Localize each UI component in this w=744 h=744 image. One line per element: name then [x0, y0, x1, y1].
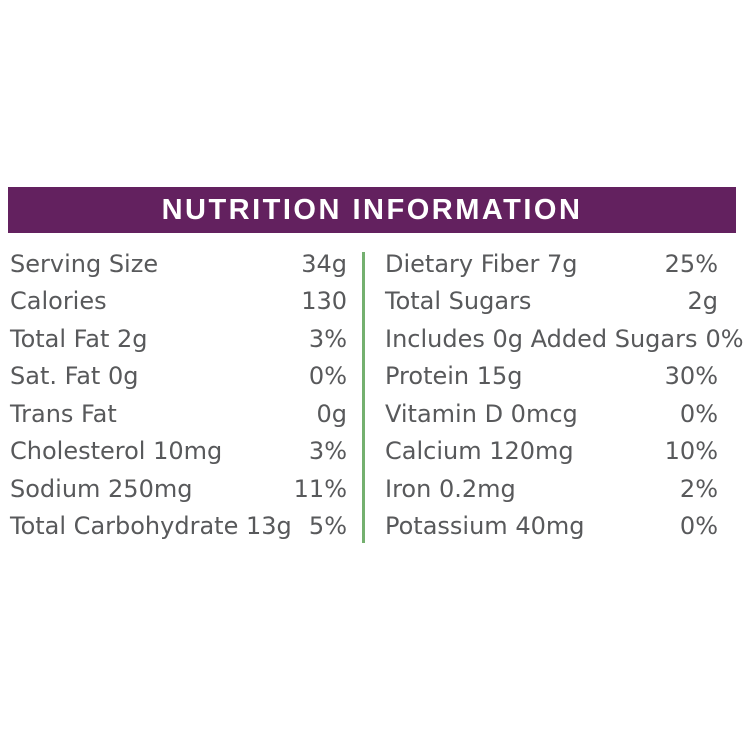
table-row: Cholesterol 10mg 3% [10, 433, 347, 471]
table-row: Total Carbohydrate 13g 5% [10, 508, 347, 546]
nutrient-value: 2% [679, 474, 718, 503]
column-divider [362, 252, 365, 543]
table-row: Potassium 40mg 0% [385, 508, 718, 546]
nutrient-label: Trans Fat [10, 399, 117, 428]
nutrient-label: Vitamin D 0mcg [385, 399, 578, 428]
table-row: Iron 0.2mg 2% [385, 470, 718, 508]
nutrient-value: 0g [316, 399, 347, 428]
nutrient-value: 2g [687, 287, 718, 316]
nutrient-value: 130 [301, 287, 347, 316]
table-row: Trans Fat 0g [10, 395, 347, 433]
nutrient-label: Cholesterol 10mg [10, 437, 223, 466]
nutrient-label: Total Fat 2g [10, 324, 148, 353]
table-row: Sodium 250mg 11% [10, 470, 347, 508]
table-row: Total Fat 2g 3% [10, 320, 347, 358]
nutrient-value: 25% [664, 249, 718, 278]
nutrient-label: Total Carbohydrate 13g [10, 512, 292, 541]
nutrient-label: Dietary Fiber 7g [385, 249, 578, 278]
nutrient-label: Iron 0.2mg [385, 474, 516, 503]
nutrient-value: 11% [293, 474, 347, 503]
nutrient-value: 0% [679, 512, 718, 541]
nutrient-label: Sat. Fat 0g [10, 362, 139, 391]
nutrient-value: 5% [308, 512, 347, 541]
nutrient-label: Total Sugars [385, 287, 532, 316]
table-row: Protein 15g 30% [385, 358, 718, 396]
table-row: Calories 130 [10, 283, 347, 321]
nutrient-label: Potassium 40mg [385, 512, 585, 541]
nutrient-value: 3% [308, 324, 347, 353]
table-row: Sat. Fat 0g 0% [10, 358, 347, 396]
left-column: Serving Size 34g Calories 130 Total Fat 2g 3%… [10, 245, 347, 545]
page-title: NUTRITION INFORMATION [161, 193, 583, 226]
nutrient-value: 30% [664, 362, 718, 391]
nutrient-value: 34g [301, 249, 347, 278]
nutrient-label: Calories [10, 287, 107, 316]
table-row: Serving Size 34g [10, 245, 347, 283]
table-row: Includes 0g Added Sugars 0% [385, 320, 744, 358]
nutrient-value: 0% [308, 362, 347, 391]
header-bar: NUTRITION INFORMATION [8, 187, 736, 233]
table-row: Total Sugars 2g [385, 283, 718, 321]
nutrient-label: Serving Size [10, 249, 159, 278]
table-row: Calcium 120mg 10% [385, 433, 718, 471]
nutrient-value: 0% [679, 399, 718, 428]
nutrient-label: Protein 15g [385, 362, 523, 391]
nutrient-value: 3% [308, 437, 347, 466]
table-row: Dietary Fiber 7g 25% [385, 245, 718, 283]
nutrient-label: Calcium 120mg [385, 437, 574, 466]
table-row: Vitamin D 0mcg 0% [385, 395, 718, 433]
nutrient-label: Includes 0g Added Sugars [385, 324, 698, 353]
right-column: Dietary Fiber 7g 25% Total Sugars 2g Include… [385, 245, 744, 546]
nutrient-value: 10% [664, 437, 718, 466]
nutrient-value: 0% [705, 324, 744, 353]
nutrient-label: Sodium 250mg [10, 474, 193, 503]
